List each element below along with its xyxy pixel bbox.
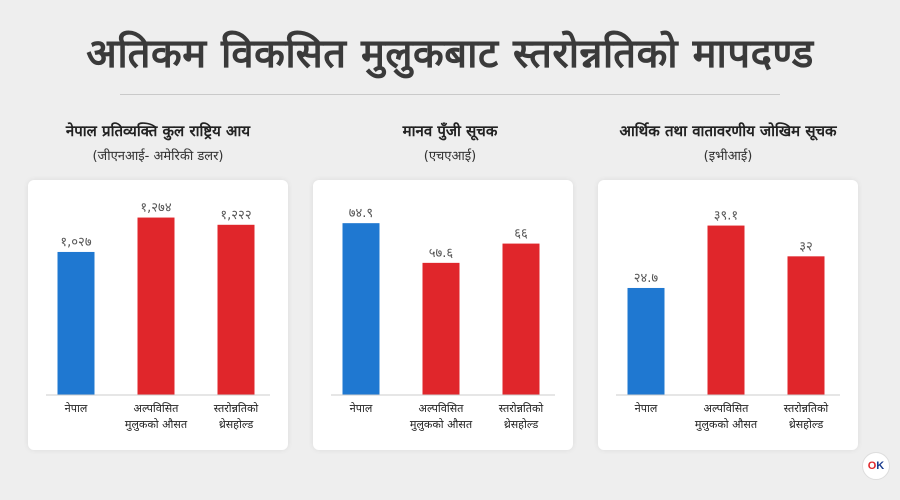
category-label: थ्रेसहोल्ड (219, 418, 254, 431)
category-label: अल्पविसित (134, 402, 180, 415)
bar-2 (502, 243, 540, 395)
data-label: २४.७ (634, 271, 659, 286)
category-label: नेपाल (635, 402, 658, 415)
data-label: ५७.६ (429, 246, 454, 261)
panel-head-gni: नेपाल प्रतिव्यक्ति कुल राष्ट्रिय आय (जीए… (8, 120, 308, 166)
category-label: मुलुकको औसत (125, 418, 188, 431)
chart-title: मानव पुँजी सूचक (402, 122, 498, 140)
category-label: नेपाल (65, 402, 88, 415)
bar-0 (57, 251, 95, 395)
chart-subtitle: (एचएआई) (423, 149, 477, 164)
category-label: थ्रेसहोल्ड (504, 418, 539, 431)
category-label: स्तरोन्नतिको (784, 402, 829, 415)
bar-chart-hai: ७४.९ नेपाल ५७.६ अल्पविसित मुलुकको औसत ६६ स्तरो… (331, 206, 555, 431)
category-label: स्तरोन्नतिको (214, 402, 259, 415)
bar-2 (217, 224, 255, 395)
data-label: १,०२७ (60, 235, 91, 250)
chart-title: नेपाल प्रतिव्यक्ति कुल राष्ट्रिय आय (65, 122, 251, 140)
data-label: ७४.९ (349, 206, 373, 221)
category-label: स्तरोन्नतिको (499, 402, 544, 415)
panel-head-hai: मानव पुँजी सूचक (एचएआई) (300, 120, 600, 166)
bar-0 (342, 223, 380, 395)
chart-title: आर्थिक तथा वातावरणीय जोखिम सूचक (619, 122, 837, 140)
bar-0 (627, 287, 665, 395)
bar-2 (787, 256, 825, 395)
title-divider (120, 94, 780, 95)
page-title: अतिकम विकसित मुलुकबाट स्तरोन्नतिको मापदण… (86, 31, 814, 77)
category-label: नेपाल (350, 402, 373, 415)
data-label: १,२७४ (140, 201, 171, 216)
data-label: ६६ (514, 227, 528, 242)
category-label: मुलुकको औसत (410, 418, 473, 431)
category-label: अल्पविसित (419, 402, 465, 415)
chart-subtitle: (जीएनआई- अमेरिकी डलर) (92, 149, 224, 164)
category-label: अल्पविसित (704, 402, 750, 415)
bar-1 (422, 262, 460, 395)
chart-subtitle: (इभीआई) (703, 149, 753, 164)
bar-chart-gni: १,०२७ नेपाल १,२७४ अल्पविसित मुलुकको औसत १,२२२… (46, 201, 270, 431)
chart-card-gni: १,०२७ नेपाल १,२७४ अल्पविसित मुलुकको औसत १,२२२… (28, 180, 288, 450)
data-label: ३२ (799, 239, 813, 254)
bar-1 (137, 217, 175, 395)
chart-card-hai: ७४.९ नेपाल ५७.६ अल्पविसित मुलुकको औसत ६६ स्तरो… (313, 180, 573, 450)
data-label: १,२२२ (220, 208, 251, 223)
panel-head-evi: आर्थिक तथा वातावरणीय जोखिम सूचक (इभीआई) (578, 120, 878, 166)
category-label: मुलुकको औसत (695, 418, 758, 431)
data-label: ३९.१ (714, 209, 738, 224)
category-label: थ्रेसहोल्ड (789, 418, 824, 431)
bar-1 (707, 225, 745, 395)
chart-card-evi: २४.७ नेपाल ३९.१ अल्पविसित मुलुकको औसत ३२ स्तरो… (598, 180, 858, 450)
bar-chart-evi: २४.७ नेपाल ३९.१ अल्पविसित मुलुकको औसत ३२ स्तरो… (616, 209, 840, 431)
